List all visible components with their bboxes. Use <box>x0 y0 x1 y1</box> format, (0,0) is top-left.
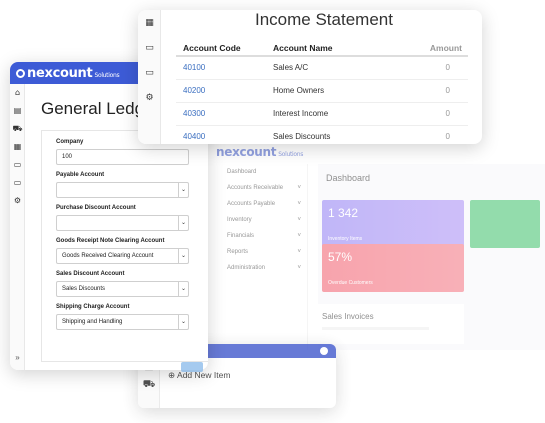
amount: 0 <box>391 56 468 80</box>
cart-icon[interactable]: ⛟ <box>142 379 156 390</box>
chevron-down-icon: ⌄ <box>178 183 188 197</box>
nav-item-administration[interactable]: ⚙Administration˅ <box>208 260 307 276</box>
sales-invoices-title: Sales Invoices <box>322 312 374 321</box>
account-name: Sales Discounts <box>273 125 392 144</box>
logo-ring-icon <box>16 68 25 78</box>
nav-item-accounts-payable[interactable]: ⛟Accounts Payable˅ <box>208 196 307 212</box>
avatar[interactable] <box>320 347 328 355</box>
amount: 0 <box>391 125 468 144</box>
field-label: Purchase Discount Account <box>56 205 136 211</box>
account-code-link[interactable]: 40100 <box>176 56 273 80</box>
chevron-down-icon: ˅ <box>297 201 301 207</box>
gear-icon[interactable]: ⚙ <box>13 196 22 205</box>
income-statement-window: ▦ ▭ ▭ ⚙ Income Statement Account Code Ac… <box>138 10 482 144</box>
icon-rail: ▦ ▭ ▭ ⚙ <box>138 10 161 144</box>
green-tile[interactable] <box>470 200 540 248</box>
add-new-item-label: Add New Item <box>177 370 231 380</box>
company-input[interactable]: 100 <box>56 149 189 165</box>
inventory-tile[interactable]: 1 342 Inventory Items <box>322 200 464 248</box>
account-name: Interest Income <box>273 102 392 126</box>
amount: 0 <box>391 102 468 126</box>
table-header-row: Account Code Account Name Amount <box>176 40 468 57</box>
collapse-icon[interactable]: » <box>15 353 20 362</box>
sales-discount-select[interactable]: Sales Discounts ⌄ <box>56 281 189 297</box>
chevron-down-icon: ˅ <box>297 249 301 255</box>
card-icon[interactable]: ▭ <box>13 178 22 187</box>
icon-rail: ⌂ ▤ ⛟ ▦ ▭ ▭ ⚙ » <box>10 84 25 370</box>
page-title: General Ledger <box>41 99 160 118</box>
chevron-down-icon: ˅ <box>297 217 301 223</box>
gear-icon: ⚙ <box>214 140 224 350</box>
chevron-down-icon: ⌄ <box>178 216 188 230</box>
column-header[interactable]: Account Name <box>273 40 392 57</box>
table-row[interactable]: 40100 Sales A/C 0 <box>176 56 468 80</box>
account-code-link[interactable]: 40300 <box>176 102 273 126</box>
table-row[interactable]: 40200 Home Owners 0 <box>176 79 468 103</box>
card-icon[interactable]: ▭ <box>13 160 22 169</box>
nav-item-financials[interactable]: ▦Financials˅ <box>208 228 307 244</box>
account-code-link[interactable]: 40200 <box>176 79 273 103</box>
field-label: Sales Discount Account <box>56 271 125 277</box>
divider <box>322 327 430 330</box>
chevron-down-icon: ˅ <box>297 185 301 191</box>
overdue-tile[interactable]: 57% Overdue Customers <box>322 244 464 292</box>
brand-logo: nexcount Solutions <box>216 145 304 159</box>
tile-value: 1 342 <box>328 206 359 220</box>
payable-account-select[interactable]: ⌄ <box>56 182 189 198</box>
nav-item-accounts-receivable[interactable]: ▤Accounts Receivable˅ <box>208 180 307 196</box>
chevron-down-icon: ˅ <box>297 233 301 239</box>
document-icon[interactable]: ▦ <box>145 18 154 28</box>
account-name: Home Owners <box>273 79 392 103</box>
column-header[interactable]: Account Code <box>176 40 273 57</box>
gear-icon[interactable]: ⚙ <box>145 93 154 103</box>
nav-item-dashboard[interactable]: ⌂Dashboard <box>208 164 307 180</box>
table-row[interactable]: 40300 Interest Income 0 <box>176 102 468 126</box>
dashboard-header: nexcount Solutions <box>208 140 545 164</box>
card-icon[interactable]: ▭ <box>145 43 154 53</box>
home-icon[interactable]: ⌂ <box>14 88 21 97</box>
chevron-down-icon: ⌄ <box>178 282 188 296</box>
card-icon[interactable]: ▭ <box>145 68 154 78</box>
chevron-down-icon: ˅ <box>297 265 301 271</box>
page-title: Dashboard <box>326 173 371 183</box>
field-label: Company <box>56 139 84 145</box>
chevron-down-icon: ⌄ <box>178 315 188 329</box>
cart-icon[interactable]: ⛟ <box>12 124 23 133</box>
amount: 0 <box>391 79 468 103</box>
table-row[interactable]: 40400 Sales Discounts 0 <box>176 125 468 144</box>
add-new-item-button[interactable]: ⊕ Add New Item <box>168 370 230 381</box>
document-icon[interactable]: ▦ <box>13 142 22 151</box>
tile-label: Inventory Items <box>328 236 363 242</box>
purchase-discount-select[interactable]: ⌄ <box>56 215 189 231</box>
dashboard-sidebar: ⌂Dashboard ▤Accounts Receivable˅ ⛟Accoun… <box>208 164 308 350</box>
shipping-charge-select[interactable]: Shipping and Handling ⌄ <box>56 314 189 330</box>
field-label: Goods Receipt Note Clearing Account <box>56 238 165 244</box>
sales-invoices-panel: Sales Invoices <box>314 304 464 344</box>
account-code-link[interactable]: 40400 <box>176 125 273 144</box>
nav-item-reports[interactable]: ▭Reports˅ <box>208 244 307 260</box>
page-title: Income Statement <box>255 10 393 29</box>
tile-value: 57% <box>328 250 353 264</box>
income-table: Account Code Account Name Amount 40100 S… <box>176 40 468 144</box>
nav-item-inventory[interactable]: ▣Inventory˅ <box>208 212 307 228</box>
account-name: Sales A/C <box>273 56 392 80</box>
chevron-down-icon: ⌄ <box>178 249 188 263</box>
column-header[interactable]: Amount <box>391 40 468 57</box>
brand-logo: nexcount Solutions <box>16 66 120 81</box>
save-button[interactable] <box>181 362 203 372</box>
tile-label: Overdue Customers <box>328 280 373 286</box>
field-label: Payable Account <box>56 172 105 178</box>
field-label: Shipping Charge Account <box>56 304 130 310</box>
gl-form: Company 100 Payable Account ⌄ Purchase D… <box>41 130 208 362</box>
plus-circle-icon: ⊕ <box>168 370 176 380</box>
inbox-icon[interactable]: ▤ <box>13 106 22 115</box>
goods-receipt-select[interactable]: Goods Received Clearing Account ⌄ <box>56 248 189 264</box>
